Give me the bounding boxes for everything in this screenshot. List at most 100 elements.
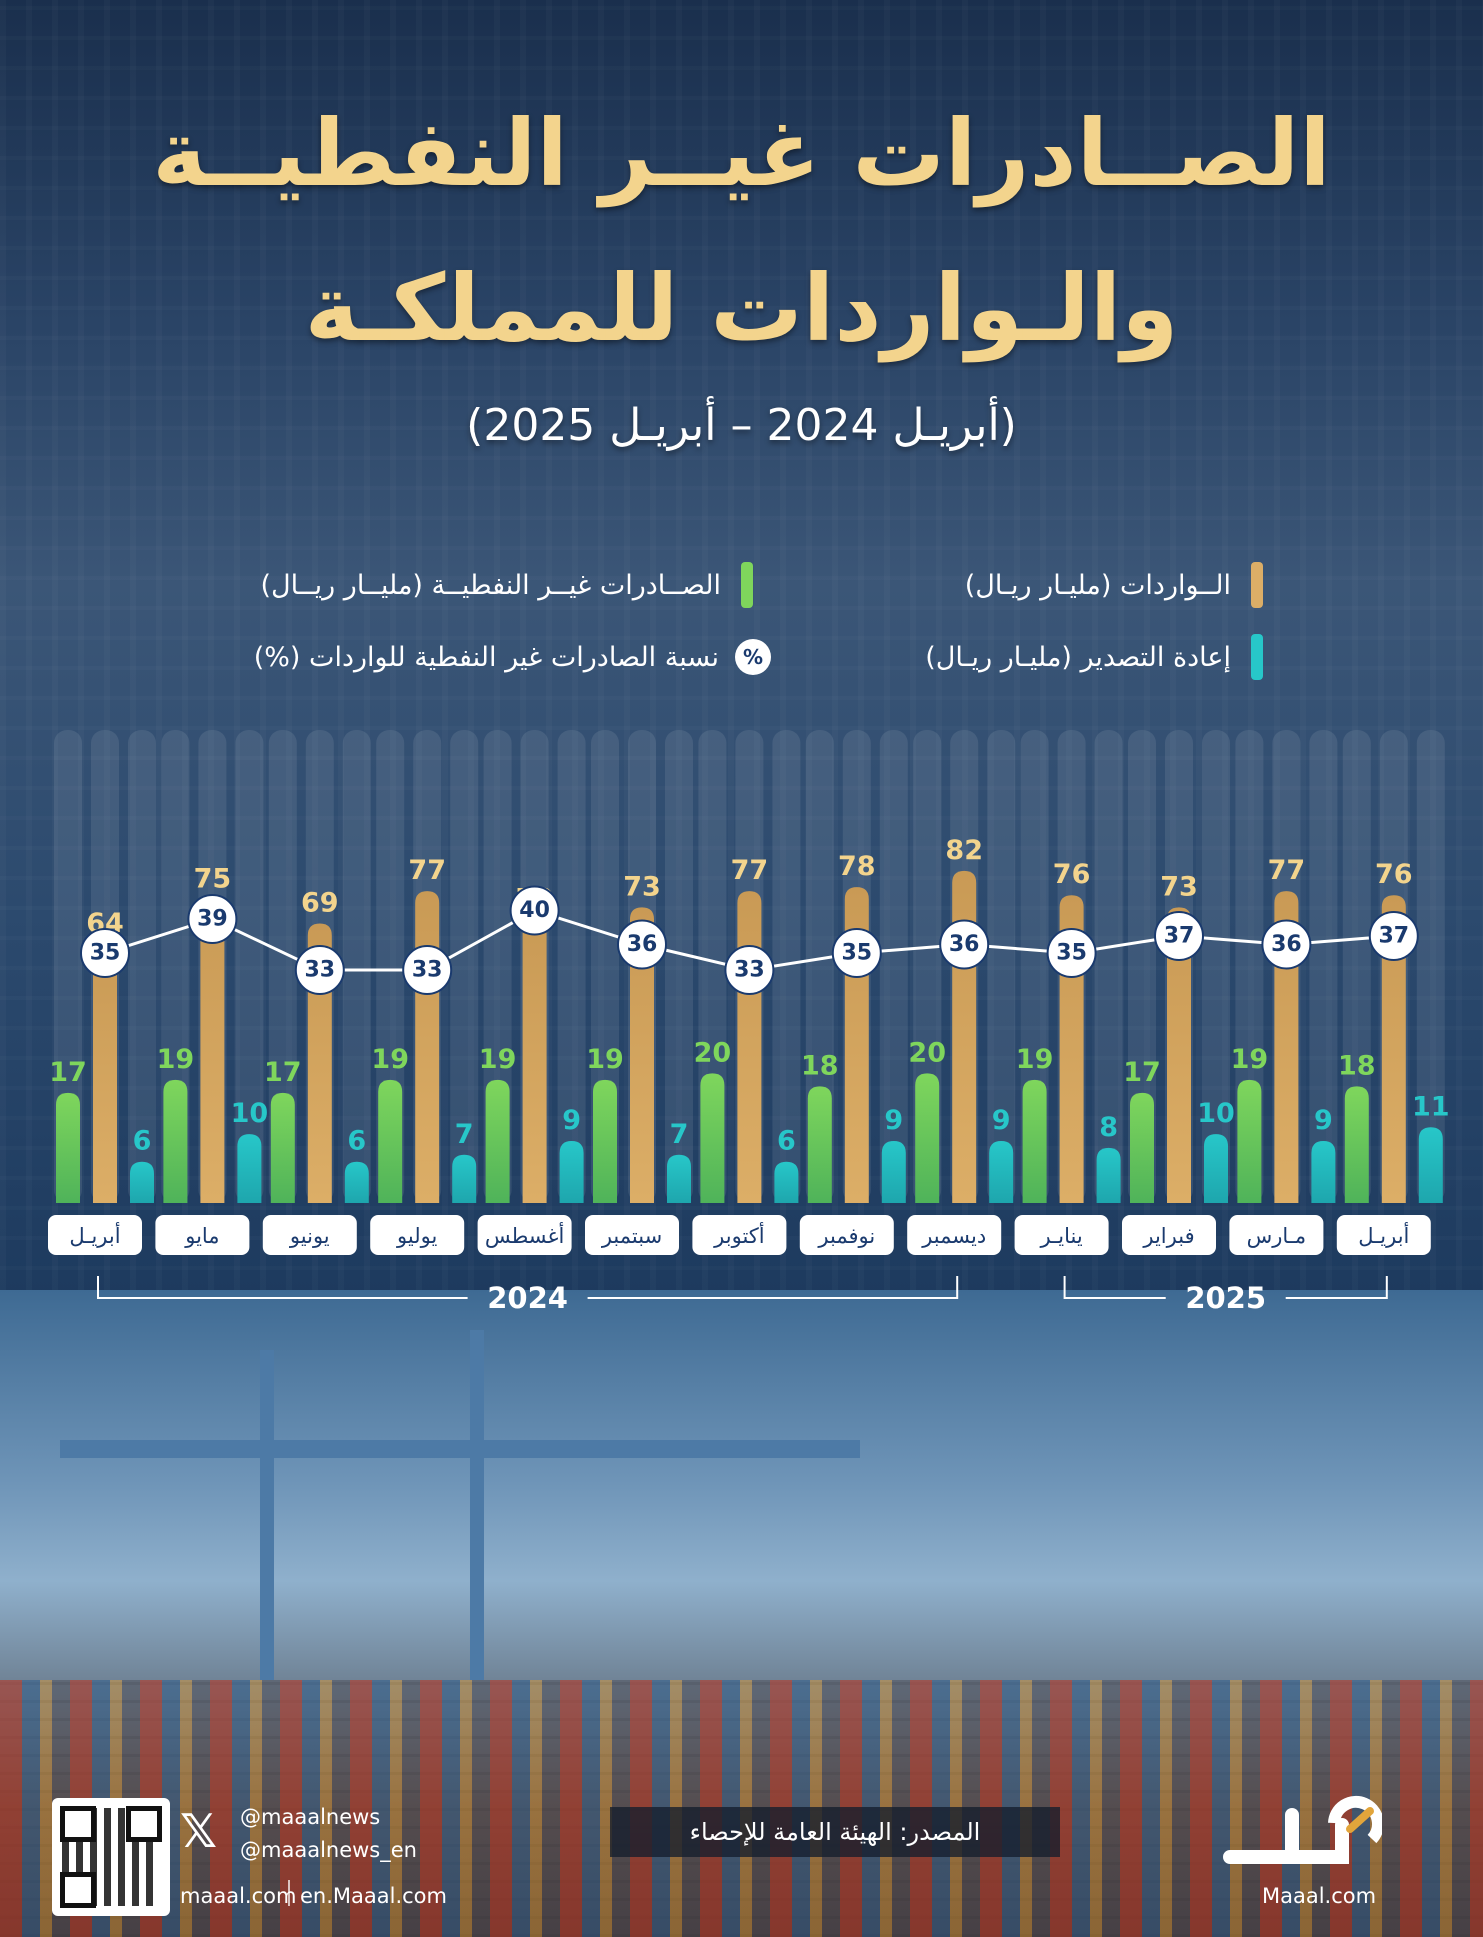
label-reexports: 9: [562, 1105, 581, 1136]
label-non-oil-exports: 19: [586, 1044, 624, 1075]
legend-exports-swatch: [741, 562, 753, 608]
month-label: يوليو: [396, 1224, 437, 1248]
label-non-oil-exports: 18: [1338, 1050, 1376, 1081]
label-imports: 82: [945, 835, 983, 866]
label-non-oil-exports: 17: [1123, 1057, 1161, 1088]
legend-exports-label: الصــادرات غيــر النفطيــة (مليــار ريــ…: [260, 569, 721, 601]
label-imports: 75: [194, 863, 232, 894]
x-logo-icon[interactable]: 𝕏: [180, 1804, 218, 1858]
social-handle-ar[interactable]: @maaalnews: [240, 1805, 381, 1829]
page-title-line1: الصــادرات غيــر النفطيــة: [152, 100, 1331, 207]
website-link-ar[interactable]: maaal.com: [180, 1884, 297, 1908]
bar-reexports: [989, 1141, 1014, 1203]
label-reexports: 8: [1099, 1112, 1118, 1143]
month-pill: [1014, 1215, 1109, 1255]
bar-imports: [200, 899, 225, 1203]
bar-reexports: [1096, 1147, 1121, 1203]
label-non-oil-exports: 20: [908, 1037, 946, 1068]
column-track: [665, 730, 693, 1203]
month-label: نوفمبر: [817, 1224, 875, 1248]
bar-reexports: [1418, 1127, 1443, 1203]
bar-imports: [1381, 895, 1406, 1203]
bar-imports: [737, 891, 762, 1203]
social-handle-en[interactable]: @maaalnews_en: [240, 1838, 417, 1862]
label-imports: 73: [1160, 871, 1198, 902]
label-imports: 73: [623, 871, 661, 902]
label-reexports: 9: [884, 1105, 903, 1136]
bar-reexports: [774, 1161, 799, 1203]
label-reexports: 7: [670, 1119, 689, 1150]
month-pill: [262, 1215, 357, 1255]
month-label: يونيو: [289, 1224, 330, 1248]
year-label: 2025: [1185, 1281, 1266, 1315]
month-label: سبتمبر: [601, 1224, 662, 1248]
month-pill: [692, 1215, 787, 1255]
bar-reexports: [237, 1134, 262, 1203]
month-pill: [48, 1215, 142, 1255]
qr-code[interactable]: [52, 1798, 170, 1916]
ratio-point: [1368, 911, 1419, 961]
column-track: [235, 730, 264, 1203]
footer-divider: [288, 1880, 290, 1906]
bar-imports: [1167, 907, 1191, 1203]
ratio-point: [294, 945, 345, 995]
label-reexports: 11: [1412, 1091, 1450, 1122]
label-non-oil-exports: 19: [157, 1044, 195, 1075]
page-subtitle: (أبريـل 2024 – أبريـل 2025): [466, 400, 1017, 451]
ratio-point: [1046, 928, 1097, 978]
month-pill: [370, 1215, 465, 1255]
column-track: [268, 730, 297, 1203]
year-bracket: [1063, 1276, 1388, 1299]
column-track: [1342, 730, 1371, 1203]
bar-non-oil-exports: [1022, 1079, 1047, 1203]
column-track: [128, 730, 156, 1203]
label-non-oil-exports: 18: [801, 1050, 839, 1081]
label-reexports: 6: [777, 1126, 796, 1157]
ratio-label: 33: [304, 958, 335, 983]
ratio-point: [724, 945, 775, 995]
label-reexports: 6: [347, 1126, 366, 1157]
page-title-line2: والـواردات للمملكـة: [304, 255, 1179, 362]
bar-non-oil-exports: [378, 1079, 403, 1203]
column-track: [1202, 730, 1230, 1203]
bar-imports: [1274, 891, 1299, 1203]
ratio-label: 40: [519, 898, 550, 923]
legend-imports-label: الــواردات (مليـار ريـال): [964, 569, 1231, 601]
bar-imports: [630, 907, 654, 1203]
ratio-label: 37: [1378, 924, 1409, 949]
ratio-point: [831, 928, 882, 978]
month-label: أكتوبر: [713, 1222, 764, 1248]
ratio-label: 35: [90, 941, 121, 966]
bar-non-oil-exports: [593, 1079, 617, 1203]
percent-icon: %: [735, 639, 771, 675]
label-imports: 77: [1268, 855, 1306, 886]
label-non-oil-exports: 17: [264, 1057, 302, 1088]
bar-reexports: [1204, 1134, 1228, 1203]
legend-reexports-swatch: [1251, 634, 1263, 680]
column-track: [557, 730, 586, 1203]
month-pill: [799, 1215, 894, 1255]
bar-reexports: [130, 1161, 154, 1203]
legend-non-oil-exports: الصــادرات غيــر النفطيــة (مليــار ريــ…: [260, 562, 753, 608]
month-pill: [585, 1215, 679, 1255]
bar-non-oil-exports: [163, 1079, 188, 1203]
legend-ratio: % نسبة الصادرات غير النفطية للواردات (%): [254, 634, 771, 680]
column-track: [805, 730, 834, 1203]
bar-non-oil-exports: [915, 1073, 940, 1203]
year-bracket: [97, 1276, 959, 1299]
ratio-label: 36: [1271, 932, 1302, 957]
ratio-point: [402, 945, 453, 995]
label-non-oil-exports: 19: [479, 1044, 517, 1075]
legend-reexports-label: إعادة التصدير (مليـار ريـال): [925, 641, 1231, 673]
ratio-point: [617, 919, 667, 970]
crane-decoration: [470, 1330, 484, 1680]
month-label: فبراير: [1142, 1224, 1194, 1248]
logo-caption: Maaal.com: [1262, 1884, 1377, 1908]
legend-reexports: إعادة التصدير (مليـار ريـال): [925, 634, 1263, 680]
ratio-point: [509, 885, 560, 936]
website-link-en[interactable]: en.Maaal.com: [300, 1884, 447, 1908]
column-track: [987, 730, 1016, 1203]
column-track: [54, 730, 82, 1203]
year-label: 2024: [487, 1281, 568, 1315]
label-imports: 77: [731, 855, 769, 886]
